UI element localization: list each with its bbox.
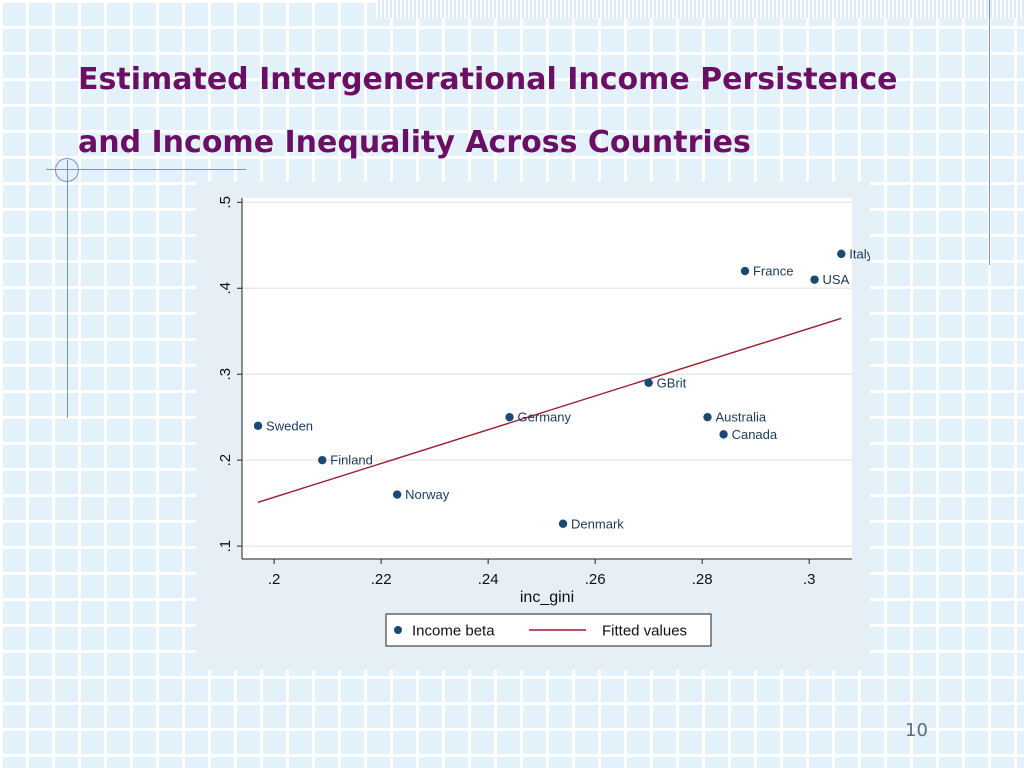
fitted-values-line (257, 317, 842, 503)
plot-area (242, 198, 852, 559)
x-tick-label: .26 (585, 571, 606, 588)
legend-label-income-beta: Income beta (412, 623, 495, 640)
point-label-finland: Finland (330, 453, 373, 468)
y-tick-label: .3 (217, 368, 234, 381)
point-label-france: France (753, 264, 793, 279)
y-tick-label: .2 (217, 454, 234, 467)
y-tick-label: .1 (217, 540, 234, 553)
data-point-norway (392, 490, 402, 499)
point-label-germany: Germany (518, 410, 572, 425)
point-label-sweden: Sweden (266, 418, 313, 433)
point-label-usa: USA (823, 272, 850, 287)
legend-marker-income-beta (394, 626, 402, 634)
x-tick-label: .22 (371, 571, 392, 588)
y-tick-label: .4 (217, 282, 234, 295)
point-label-italy: Italy (849, 246, 870, 261)
slide-title-line-2: and Income Inequality Across Countries (78, 125, 751, 160)
y-tick-label: .5 (217, 196, 234, 209)
slide-title: Estimated Intergenerational Income Persi… (78, 48, 958, 174)
x-tick-label: .24 (478, 571, 499, 588)
data-point-sweden (253, 421, 263, 430)
point-label-gbrit: GBrit (657, 375, 687, 390)
point-label-norway: Norway (405, 487, 450, 502)
data-point-france (740, 266, 750, 276)
decor-circle (55, 158, 79, 182)
data-point-finland (318, 455, 327, 465)
point-label-canada: Canada (732, 427, 778, 442)
data-point-denmark (558, 519, 568, 528)
decor-vertical-line (67, 160, 68, 418)
data-point-italy (837, 249, 846, 259)
data-point-gbrit (644, 378, 653, 387)
data-point-australia (703, 412, 712, 422)
x-tick-label: .3 (803, 571, 816, 588)
legend-label-fitted-values: Fitted values (602, 623, 687, 640)
x-tick-label: .2 (268, 571, 281, 588)
x-tick-label: .28 (692, 571, 713, 588)
data-point-usa (810, 275, 819, 284)
data-point-germany (505, 412, 514, 422)
header-stripe-decoration (376, 0, 1024, 18)
scatter-chart: .1 .2 .3 .4 .5 .2 .22 .24 .26 .28 .3 inc_gini Sweden… (217, 196, 874, 647)
point-label-australia: Australia (716, 410, 767, 425)
x-axis-title: inc_gini (520, 589, 574, 606)
page-number: 10 (905, 720, 928, 741)
chart-panel: .1 .2 .3 .4 .5 .2 .22 .24 .26 .28 .3 inc_gini Sweden… (196, 182, 874, 670)
decor-horizontal-line (46, 169, 246, 170)
slide-title-line-1: Estimated Intergenerational Income Persi… (78, 62, 898, 97)
data-point-canada (719, 430, 728, 439)
decor-right-vertical-line (989, 0, 990, 265)
point-label-denmark: Denmark (571, 516, 624, 531)
